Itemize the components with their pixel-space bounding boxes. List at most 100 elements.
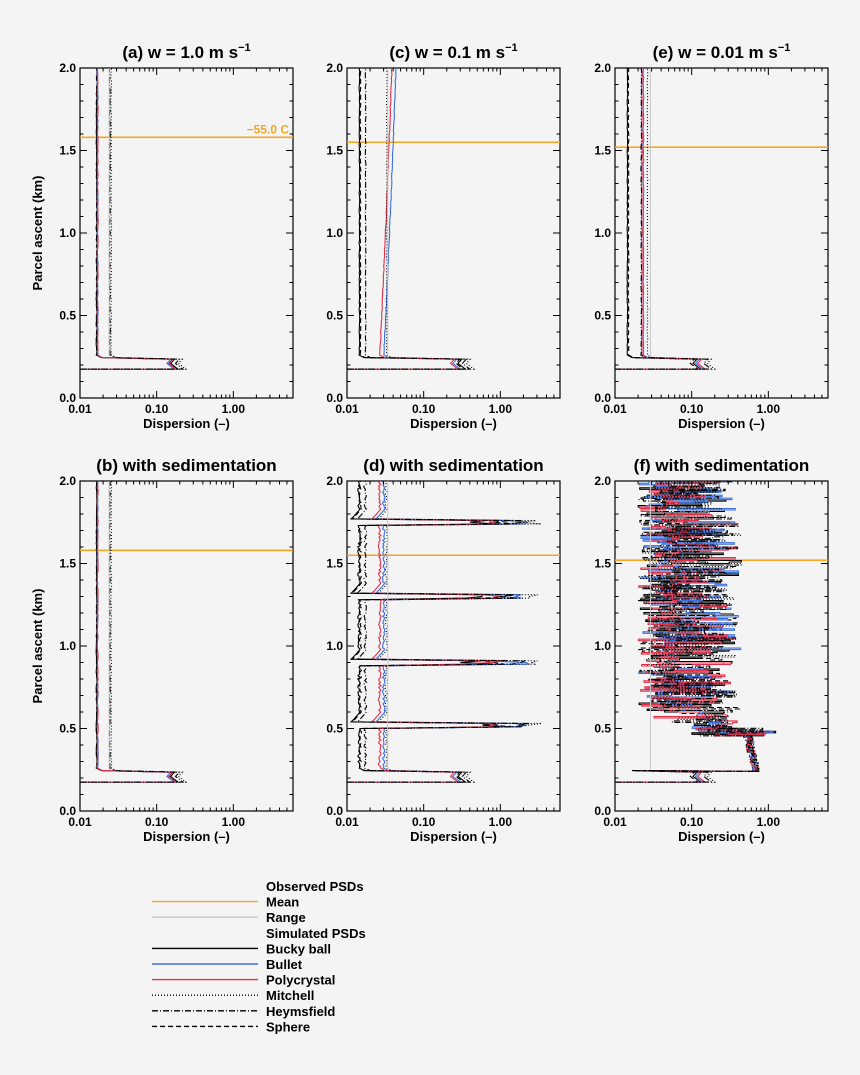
y-tick-label: 0.5 <box>59 722 76 736</box>
series-group-e <box>615 68 828 370</box>
y-tick-label: 1.0 <box>59 226 76 240</box>
temperature-annotation: −55.0 C <box>247 122 290 136</box>
x-axis-label: Dispersion (–) <box>410 829 497 844</box>
x-axis-label: Dispersion (–) <box>678 829 765 844</box>
x-tick-label: 0.10 <box>680 402 704 416</box>
y-tick-label: 1.5 <box>326 557 343 571</box>
plot-area-b <box>79 480 294 812</box>
x-tick-label: 1.00 <box>489 815 513 829</box>
series-polycrystal <box>80 68 178 370</box>
series-mitchell <box>615 68 717 370</box>
series-group-f <box>615 481 828 783</box>
panel-title-sup: −1 <box>238 42 251 54</box>
x-axis-label: Dispersion (–) <box>410 416 497 431</box>
panel-title-e: (e) w = 0.01 m s−1 <box>653 42 791 62</box>
series-bucky-ball <box>615 68 703 370</box>
series-sphere <box>347 68 466 370</box>
y-tick-label: 2.0 <box>594 474 611 488</box>
y-tick-label: 0.0 <box>326 804 343 818</box>
y-tick-label: 1.5 <box>594 557 611 571</box>
panel-c: (c) w = 0.1 m s−1 0.0 0.5 1.0 1.5 2.0 0.01 0.10… <box>326 42 561 431</box>
y-tick-label: 1.0 <box>594 639 611 653</box>
y-tick-label: 2.0 <box>59 61 76 75</box>
y-tick-label: 0.0 <box>326 391 343 405</box>
x-tick-label: 1.00 <box>757 815 781 829</box>
legend-label: Bullet <box>266 957 303 972</box>
y-tick-label: 1.0 <box>326 226 343 240</box>
x-tick-label: 0.10 <box>412 402 436 416</box>
legend-label: Range <box>266 910 306 925</box>
series-sphere <box>80 481 178 783</box>
x-tick-label: 1.00 <box>222 815 246 829</box>
y-tick-label: 1.5 <box>59 144 76 158</box>
series-mitchell <box>615 481 759 783</box>
x-tick-label: 0.10 <box>412 815 436 829</box>
plot-area-e <box>614 67 829 399</box>
x-axis-label: Dispersion (–) <box>143 416 230 431</box>
y-tick-label: 0.5 <box>594 722 611 736</box>
x-tick-label: 0.01 <box>335 402 359 416</box>
y-tick-label: 0.0 <box>59 391 76 405</box>
y-tick-label: 0.5 <box>326 309 343 323</box>
y-axis-label: Parcel ascent (km) <box>30 589 45 704</box>
series-heymsfield <box>615 68 713 370</box>
panel-title-f: (f) with sedimentation <box>634 456 810 475</box>
series-heymsfield <box>347 481 530 783</box>
series-group-a <box>80 68 293 370</box>
legend-label: Mitchell <box>266 988 314 1003</box>
series-bucky-ball <box>347 68 468 370</box>
y-tick-label: 0.0 <box>59 804 76 818</box>
series-bucky-ball <box>80 68 180 370</box>
x-axis-label: Dispersion (–) <box>678 416 765 431</box>
y-tick-label: 1.5 <box>594 144 611 158</box>
x-tick-label: 0.01 <box>68 402 92 416</box>
panel-e: (e) w = 0.01 m s−1 0.0 0.5 1.0 1.5 2.0 0.01 0.1… <box>594 42 829 431</box>
y-tick-label: 1.0 <box>326 639 343 653</box>
panel-title-main: (c) w = 0.1 m s <box>389 43 505 62</box>
legend-label: Polycrystal <box>266 973 335 988</box>
legend-label: Heymsfield <box>266 1004 335 1019</box>
panel-a: (a) w = 1.0 m s−1 0.0 0.5 1.0 1.5 2.0 0.01 0.10… <box>30 42 294 431</box>
y-axis-label: Parcel ascent (km) <box>30 176 45 291</box>
panel-title-main: (e) w = 0.01 m s <box>653 43 778 62</box>
panel-title-main: (a) w = 1.0 m s <box>122 43 238 62</box>
series-mitchell <box>80 481 188 783</box>
plot-area-a <box>79 67 294 399</box>
y-tick-label: 1.5 <box>326 144 343 158</box>
panel-d: (d) with sedimentation 0.0 0.5 1.0 1.5 2.0 0.0… <box>326 456 561 844</box>
legend-label: Simulated PSDs <box>266 926 366 941</box>
series-group-c <box>347 68 560 370</box>
y-tick-label: 0.5 <box>326 722 343 736</box>
series-bullet <box>347 68 462 370</box>
plot-area-c <box>346 67 561 399</box>
panel-title-b: (b) with sedimentation <box>96 456 276 475</box>
panel-f: (f) with sedimentation 0.0 0.5 1.0 1.5 2.0 0.0… <box>594 456 829 844</box>
series-polycrystal <box>80 481 178 783</box>
y-tick-label: 1.0 <box>594 226 611 240</box>
series-bullet <box>615 68 705 370</box>
panel-title-main: (b) with sedimentation <box>96 456 276 475</box>
panel-title-main: (f) with sedimentation <box>634 456 810 475</box>
x-tick-label: 0.01 <box>603 815 627 829</box>
series-mitchell <box>347 68 476 370</box>
x-tick-label: 0.10 <box>680 815 704 829</box>
x-tick-label: 1.00 <box>757 402 781 416</box>
y-tick-label: 0.5 <box>594 309 611 323</box>
series-group-b <box>80 481 293 783</box>
x-tick-label: 0.01 <box>603 402 627 416</box>
panel-b: (b) with sedimentation 0.0 0.5 1.0 1.5 2.0 0.0… <box>30 456 294 844</box>
x-axis-label: Dispersion (–) <box>143 829 230 844</box>
y-tick-label: 2.0 <box>594 61 611 75</box>
x-tick-label: 1.00 <box>222 402 246 416</box>
panel-title-sup: −1 <box>505 42 518 54</box>
series-polycrystal <box>347 68 460 370</box>
y-tick-label: 1.0 <box>59 639 76 653</box>
y-tick-label: 2.0 <box>59 474 76 488</box>
x-tick-label: 0.01 <box>335 815 359 829</box>
x-tick-label: 0.10 <box>145 402 169 416</box>
x-tick-label: 1.00 <box>489 402 513 416</box>
series-polycrystal <box>615 481 766 783</box>
x-tick-label: 0.01 <box>68 815 92 829</box>
legend-label: Sphere <box>266 1019 310 1034</box>
